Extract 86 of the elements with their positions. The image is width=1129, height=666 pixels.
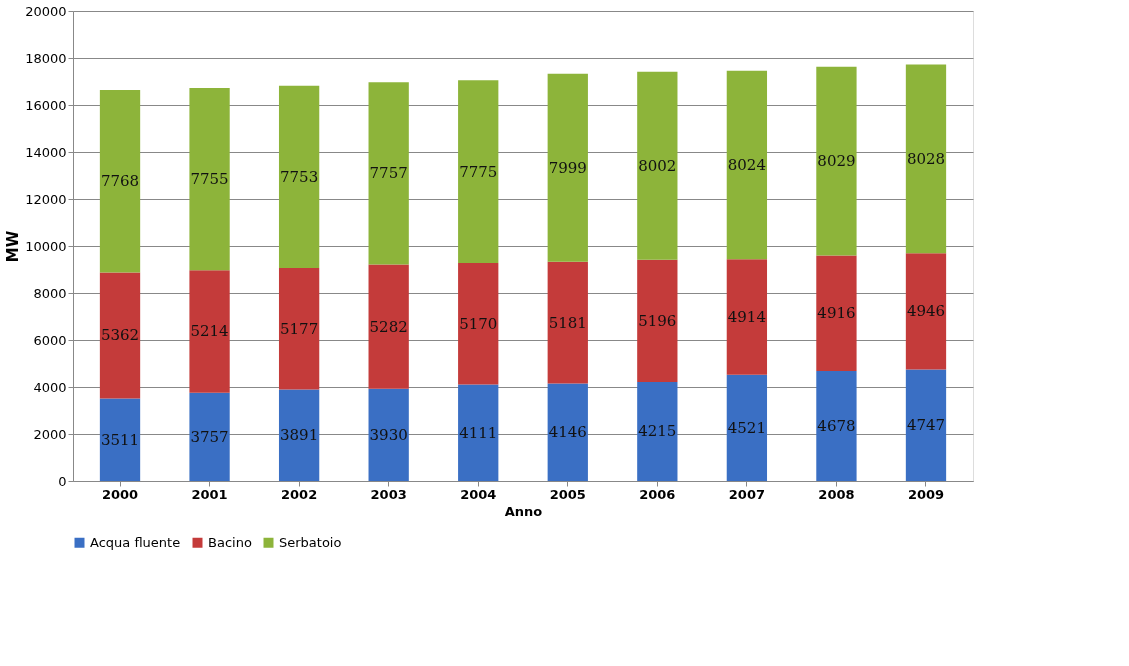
data-label: 3891 bbox=[280, 426, 319, 445]
bar bbox=[278, 267, 320, 390]
data-label: 5282 bbox=[369, 317, 408, 336]
data-label: 4215 bbox=[638, 422, 677, 441]
data-label: 5181 bbox=[548, 313, 587, 332]
data-label: 4946 bbox=[906, 302, 946, 321]
bar bbox=[905, 369, 947, 481]
bar bbox=[189, 392, 230, 481]
data-label: 5362 bbox=[100, 326, 140, 345]
bar bbox=[368, 264, 409, 389]
bar bbox=[637, 259, 678, 382]
bar bbox=[99, 398, 141, 481]
bar bbox=[458, 80, 499, 263]
legend-label: Acqua fluente bbox=[90, 534, 181, 550]
bar bbox=[547, 261, 588, 384]
bar bbox=[278, 389, 320, 481]
data-label: 4678 bbox=[817, 417, 856, 436]
bar bbox=[547, 73, 588, 262]
data-label: 4111 bbox=[459, 423, 498, 442]
bar bbox=[816, 66, 857, 256]
bar bbox=[368, 82, 409, 265]
data-label: 4916 bbox=[817, 304, 856, 323]
x-tick-label: 2009 bbox=[907, 486, 945, 502]
y-tick-label: 0 bbox=[58, 473, 67, 489]
bar bbox=[905, 64, 947, 254]
bar bbox=[726, 374, 768, 481]
x-tick-label: 2003 bbox=[370, 486, 407, 502]
data-label: 3511 bbox=[100, 430, 140, 449]
data-label: 4146 bbox=[548, 423, 587, 442]
data-label: 5214 bbox=[190, 322, 229, 341]
x-tick-label: 2002 bbox=[281, 486, 318, 502]
y-tick-label: 18000 bbox=[25, 50, 67, 66]
x-tick-label: 2008 bbox=[818, 486, 855, 502]
data-label: 8028 bbox=[906, 149, 946, 168]
bar bbox=[726, 259, 768, 375]
data-label: 4521 bbox=[727, 418, 766, 437]
bar bbox=[278, 85, 320, 268]
y-tick-label: 8000 bbox=[33, 285, 67, 301]
bar bbox=[458, 262, 499, 385]
y-tick-label: 12000 bbox=[25, 191, 67, 207]
data-label: 7775 bbox=[459, 162, 498, 181]
x-tick-label: 2001 bbox=[191, 486, 228, 502]
data-label: 7755 bbox=[190, 170, 229, 189]
data-label: 8002 bbox=[638, 156, 677, 175]
bar bbox=[458, 384, 499, 481]
bar bbox=[547, 383, 588, 481]
data-label: 7753 bbox=[280, 167, 319, 186]
y-tick-label: 20000 bbox=[25, 3, 67, 19]
y-tick-label: 10000 bbox=[25, 238, 67, 254]
data-label: 7768 bbox=[100, 172, 140, 191]
bar bbox=[726, 70, 768, 260]
bar bbox=[99, 272, 141, 399]
data-label: 3930 bbox=[369, 425, 408, 444]
data-label: 8024 bbox=[727, 156, 766, 174]
bar bbox=[905, 253, 947, 370]
bar bbox=[368, 388, 409, 481]
data-label: 4747 bbox=[906, 416, 946, 435]
x-tick-label: 2004 bbox=[460, 486, 497, 502]
data-label: 5170 bbox=[459, 314, 498, 333]
x-tick-label: 2007 bbox=[728, 486, 765, 502]
x-tick-label: 2005 bbox=[549, 486, 586, 502]
y-tick-label: 16000 bbox=[25, 97, 67, 113]
bar bbox=[189, 270, 230, 393]
bar bbox=[189, 87, 230, 271]
x-tick-label: 2000 bbox=[101, 486, 139, 502]
data-label: 4914 bbox=[727, 308, 766, 327]
y-tick-label: 14000 bbox=[25, 144, 67, 160]
x-tick-label: 2006 bbox=[639, 486, 676, 502]
data-label: 5177 bbox=[280, 319, 319, 338]
data-label: 7757 bbox=[369, 164, 408, 183]
legend-label: Serbatoio bbox=[279, 534, 342, 550]
y-tick-label: 6000 bbox=[33, 332, 67, 348]
bar bbox=[637, 71, 678, 260]
data-label: 3757 bbox=[190, 427, 229, 446]
data-label: 7999 bbox=[548, 158, 587, 177]
x-axis-title: Anno bbox=[504, 503, 543, 519]
data-label: 5196 bbox=[638, 311, 677, 330]
y-axis-title: MW bbox=[4, 230, 23, 263]
bar bbox=[99, 89, 141, 273]
y-tick-label: 4000 bbox=[33, 379, 67, 395]
data-label: 8029 bbox=[817, 152, 856, 171]
y-tick-label: 2000 bbox=[33, 426, 67, 442]
bar bbox=[816, 371, 857, 481]
bar bbox=[637, 381, 678, 481]
bar bbox=[816, 255, 857, 372]
legend-label: Bacino bbox=[208, 534, 252, 550]
